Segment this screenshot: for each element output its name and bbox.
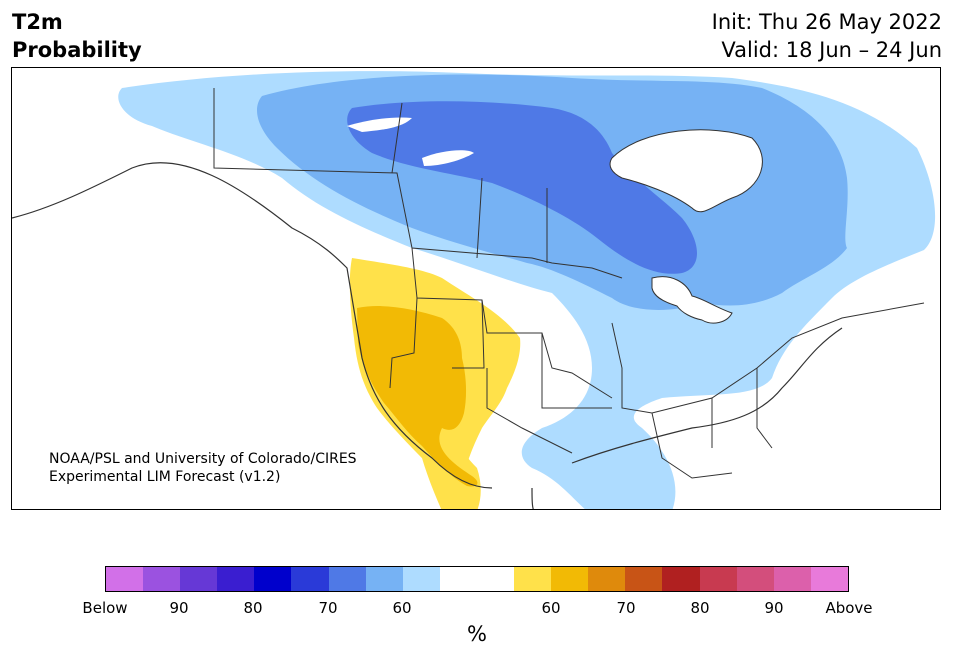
colorbar-unit: % xyxy=(467,622,487,646)
init-date: Init: Thu 26 May 2022 xyxy=(711,10,942,34)
data-credit: NOAA/PSL and University of Colorado/CIRE… xyxy=(49,450,357,486)
valid-date: Valid: 18 Jun – 24 Jun xyxy=(721,38,942,62)
colorbar-cell xyxy=(736,567,774,591)
colorbar-tick-below-70: 70 xyxy=(318,599,338,617)
colorbar-cell xyxy=(180,567,218,591)
colorbar-cell xyxy=(699,567,737,591)
region-below-70 xyxy=(347,101,697,274)
colorbar-cell xyxy=(588,567,626,591)
colorbar-cell xyxy=(625,567,663,591)
colorbar-cell xyxy=(143,567,181,591)
map-panel xyxy=(11,67,941,510)
north-america-map xyxy=(12,71,936,509)
colorbar-tick-below: Below xyxy=(82,599,128,617)
colorbar-tick-below-90: 90 xyxy=(169,599,189,617)
colorbar-cell xyxy=(106,567,144,591)
colorbar-tick-below-80: 80 xyxy=(243,599,263,617)
region-above-60 xyxy=(357,306,478,487)
title-line-2: Probability xyxy=(12,38,142,62)
coastlines xyxy=(12,162,843,509)
colorbar-tick-above-60: 60 xyxy=(541,599,561,617)
colorbar-cell xyxy=(365,567,403,591)
colorbar-tick-above: Above xyxy=(825,599,873,617)
colorbar-cell xyxy=(662,567,700,591)
hudson-bay xyxy=(609,129,763,213)
colorbar-cell xyxy=(476,567,515,591)
colorbar-cell xyxy=(291,567,329,591)
colorbar-tick-above-80: 80 xyxy=(690,599,710,617)
colorbar-cell xyxy=(402,567,440,591)
political-borders xyxy=(213,88,925,479)
map-title: T2m Probability xyxy=(12,8,142,64)
forecast-dates: Init: Thu 26 May 2022 Valid: 18 Jun – 24… xyxy=(712,8,942,64)
colorbar-cell xyxy=(810,567,848,591)
colorbar-cell xyxy=(773,567,811,591)
colorbar-cell xyxy=(514,567,552,591)
colorbar-tick-above-70: 70 xyxy=(616,599,636,617)
colorbar-tick-above-90: 90 xyxy=(764,599,784,617)
colorbar-tick-below-60: 60 xyxy=(392,599,412,617)
great-lakes xyxy=(651,276,733,324)
colorbar-cell xyxy=(254,567,292,591)
colorbar-cell xyxy=(328,567,366,591)
colorbar-cell xyxy=(439,567,477,591)
colorbar xyxy=(105,566,849,592)
title-line-1: T2m xyxy=(12,10,63,34)
colorbar-cell xyxy=(551,567,589,591)
credit-line-2: Experimental LIM Forecast (v1.2) xyxy=(49,469,281,485)
credit-line-1: NOAA/PSL and University of Colorado/CIRE… xyxy=(49,451,357,467)
colorbar-cell xyxy=(217,567,255,591)
great-slave-lake xyxy=(347,117,412,132)
lake-winnipeg xyxy=(422,150,474,166)
